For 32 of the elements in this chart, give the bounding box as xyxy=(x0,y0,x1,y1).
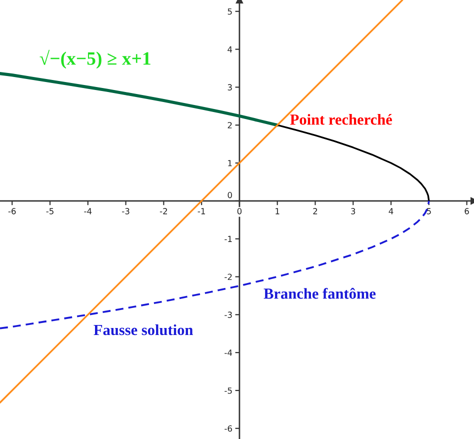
annotation: √−(x−5) ≥ x+1 xyxy=(40,50,150,69)
x-tick-label: 0 xyxy=(237,208,242,214)
y-tick-label: -1 xyxy=(224,236,232,242)
x-tick-label: -4 xyxy=(84,208,92,214)
y-tick-label: 2 xyxy=(228,122,232,128)
x-tick-label: 3 xyxy=(351,208,356,214)
line-series xyxy=(0,0,404,404)
y-tick-label: 5 xyxy=(228,8,232,15)
annotation: Point recherché xyxy=(290,114,392,125)
x-tick-label: 1 xyxy=(276,208,280,214)
y-tick-label: -3 xyxy=(224,312,232,318)
x-tick-label: 2 xyxy=(313,208,318,214)
annotation: Branche fantôme xyxy=(264,288,376,299)
x-tick-label: -2 xyxy=(160,208,168,214)
x-tick-label: -5 xyxy=(46,208,54,214)
annotation: Fausse solution xyxy=(94,324,193,336)
y-tick-label: 1 xyxy=(228,160,232,166)
x-tick-label: 4 xyxy=(388,208,394,214)
y-tick-label: -2 xyxy=(224,274,232,280)
x-tick-label: 5 xyxy=(426,208,431,214)
x-tick-label: -3 xyxy=(122,208,130,214)
y-tick-label: 4 xyxy=(228,46,232,52)
x-tick-label: -1 xyxy=(198,208,205,214)
line-series xyxy=(0,72,279,127)
y-tick-label: 0 xyxy=(228,192,232,198)
x-tick-label: 6 xyxy=(464,208,469,214)
y-tick-label: 3 xyxy=(228,84,232,90)
y-tick-label: -5 xyxy=(224,388,232,394)
y-tick-label: -6 xyxy=(224,425,232,432)
line-series xyxy=(276,124,430,202)
y-tick-label: -4 xyxy=(224,350,232,356)
x-tick-label: -6 xyxy=(8,208,16,214)
